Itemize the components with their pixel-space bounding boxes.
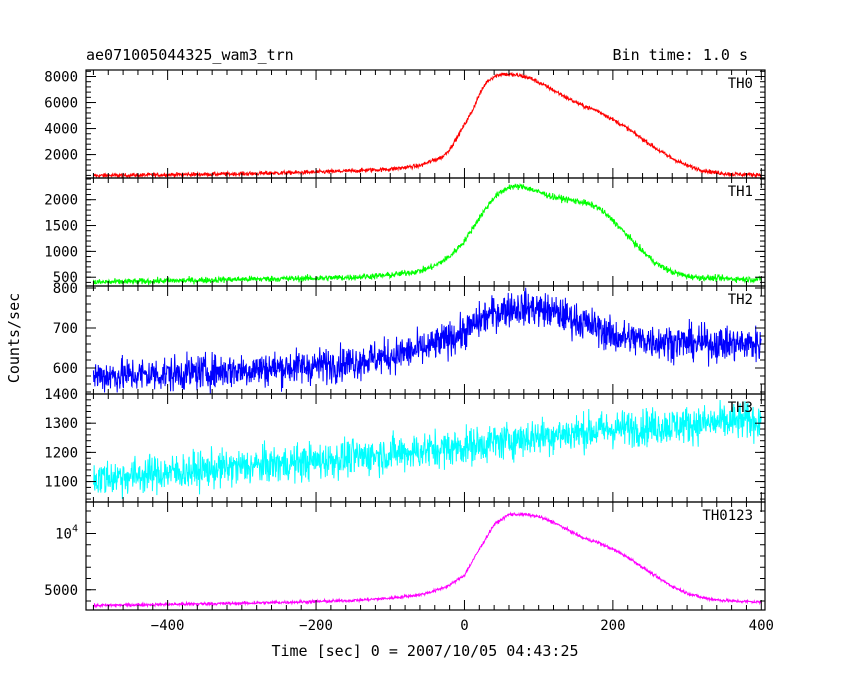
y-tick-label: 8000 xyxy=(44,70,78,86)
y-tick-label: 4000 xyxy=(44,122,78,138)
y-axis-label: Counts/sec xyxy=(5,293,23,383)
panel-th3: 1100 1200 1300 1400 TH3 xyxy=(44,387,766,503)
series-line-th3 xyxy=(92,399,762,500)
panel-label-th3: TH3 xyxy=(728,400,753,416)
panel-label-th0123: TH0123 xyxy=(702,508,753,524)
series-line-th0123 xyxy=(93,511,762,609)
panel-frame xyxy=(85,69,766,179)
x-tick-label: −400 xyxy=(151,618,185,634)
series-line-th1 xyxy=(92,182,762,286)
y-tick-label: 1400 xyxy=(44,387,78,403)
bin-time-label: Bin time: 1.0 s xyxy=(613,46,748,64)
series-line-th2 xyxy=(92,287,762,394)
panel-th0: 2000 4000 6000 8000 TH0 xyxy=(44,69,766,179)
panel-label-th1: TH1 xyxy=(728,184,753,200)
y-tick-label: 1200 xyxy=(44,445,78,461)
x-tick-label: 400 xyxy=(749,618,774,634)
y-tick-label: 700 xyxy=(53,321,78,337)
panel-th1: 500 1000 1500 2000 TH1 xyxy=(44,177,766,287)
y-tick-label: 2000 xyxy=(44,193,78,209)
panel-th2: 600 700 800 TH2 xyxy=(53,281,766,395)
y-tick-label: 104 xyxy=(55,524,78,543)
y-tick-label: 1300 xyxy=(44,416,78,432)
panel-label-th2: TH2 xyxy=(728,292,753,308)
y-tick-label: 2000 xyxy=(44,148,78,164)
y-tick-label: 800 xyxy=(53,281,78,297)
y-tick-label: 6000 xyxy=(44,96,78,112)
series-line-th0 xyxy=(93,71,762,178)
x-tick-label: −200 xyxy=(299,618,333,634)
y-tick-label: 1100 xyxy=(44,475,78,491)
y-tick-label: 500 xyxy=(53,270,78,286)
y-tick-label: 5000 xyxy=(44,583,78,599)
x-tick-label: 0 xyxy=(460,618,468,634)
x-tick-label: 200 xyxy=(600,618,625,634)
panel-label-th0: TH0 xyxy=(728,76,753,92)
y-tick-label: 600 xyxy=(53,361,78,377)
x-axis-label: Time [sec] 0 = 2007/10/05 04:43:25 xyxy=(271,642,578,660)
chart-title: ae071005044325_wam3_trn xyxy=(86,46,294,64)
panel-th0123: 5000 104 TH0123 xyxy=(44,501,766,611)
y-tick-label: 1000 xyxy=(44,244,78,260)
y-tick-label: 1500 xyxy=(44,219,78,235)
